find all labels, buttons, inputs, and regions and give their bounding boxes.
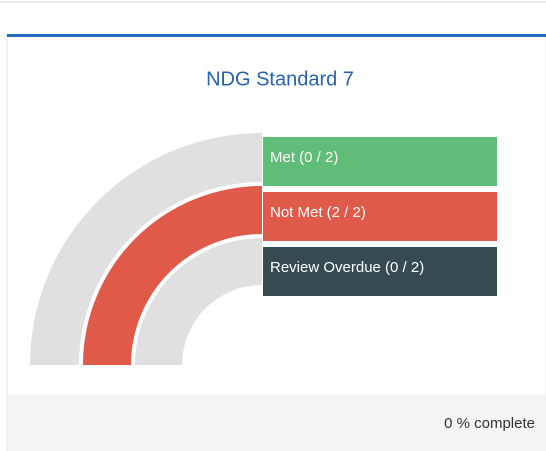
ring-track — [135, 238, 262, 365]
card-title: NDG Standard 7 — [206, 68, 354, 90]
legend-label: Review Overdue (0 / 2) — [270, 259, 424, 276]
legend-label: Not Met (2 / 2) — [270, 204, 366, 221]
card-top-border — [7, 34, 546, 37]
completion-text: 0 % complete — [444, 415, 535, 432]
legend-box — [263, 247, 497, 296]
ring-track — [30, 133, 262, 365]
legend-box — [263, 137, 497, 186]
legend-box — [263, 192, 497, 241]
ring-value — [83, 186, 262, 365]
legend-label: Met (0 / 2) — [270, 149, 338, 166]
card-footer — [8, 395, 546, 451]
